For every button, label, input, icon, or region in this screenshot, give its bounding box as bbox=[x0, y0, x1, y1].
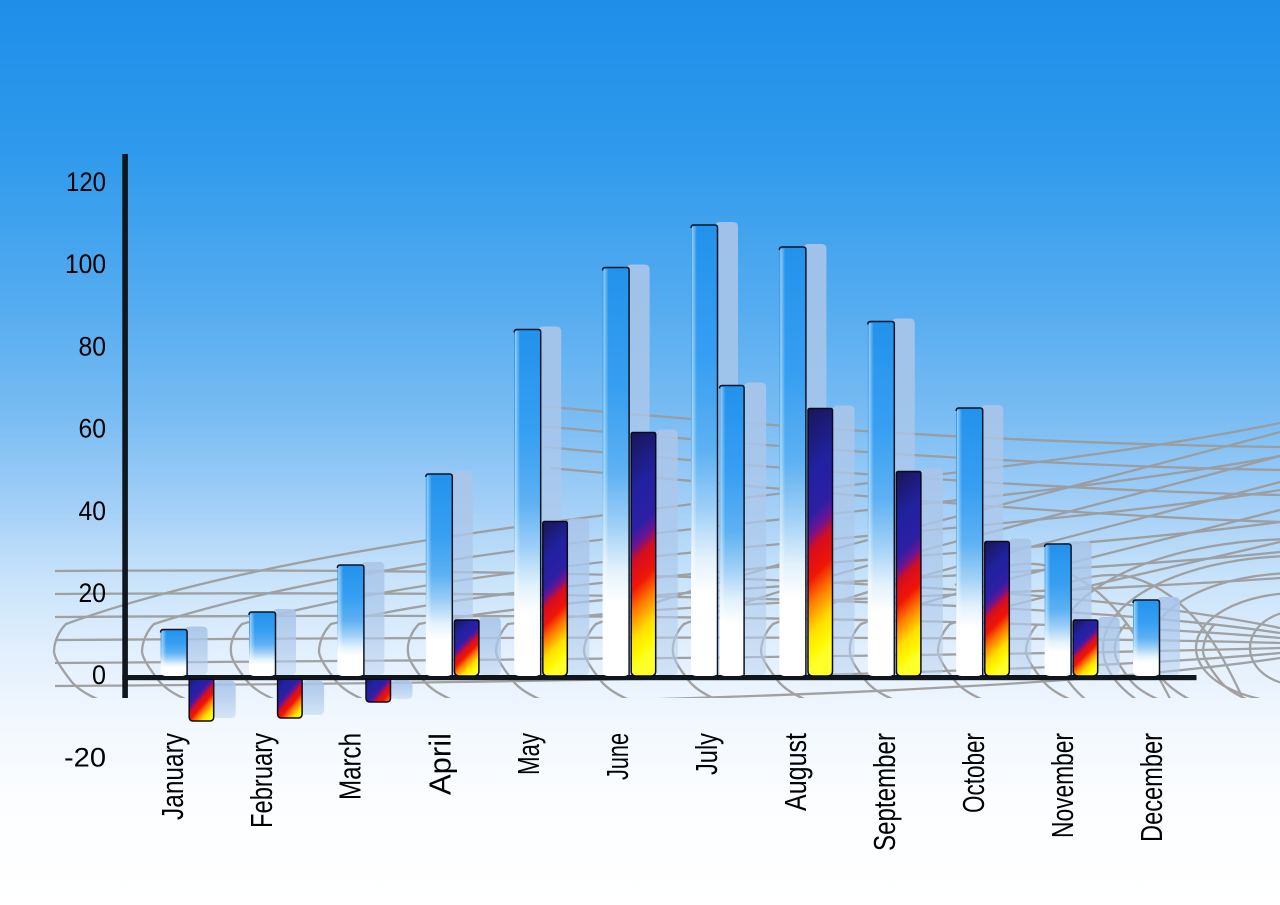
svg-text:February: February bbox=[244, 733, 279, 828]
svg-text:20: 20 bbox=[79, 578, 107, 608]
svg-text:May: May bbox=[511, 733, 546, 775]
svg-text:0: 0 bbox=[92, 660, 106, 690]
svg-text:-20: -20 bbox=[64, 742, 106, 772]
svg-text:120: 120 bbox=[66, 167, 106, 197]
svg-text:December: December bbox=[1134, 733, 1169, 842]
svg-text:April: April bbox=[423, 733, 458, 795]
svg-text:June: June bbox=[600, 733, 635, 780]
svg-text:October: October bbox=[956, 733, 991, 813]
svg-text:November: November bbox=[1045, 733, 1080, 838]
svg-text:September: September bbox=[867, 733, 902, 851]
svg-text:100: 100 bbox=[65, 249, 106, 279]
svg-text:40: 40 bbox=[79, 496, 107, 526]
svg-text:August: August bbox=[778, 733, 813, 811]
svg-text:July: July bbox=[689, 733, 724, 775]
svg-text:March: March bbox=[333, 733, 368, 800]
svg-text:January: January bbox=[155, 733, 190, 820]
svg-text:80: 80 bbox=[79, 331, 107, 361]
svg-text:60: 60 bbox=[79, 414, 107, 444]
